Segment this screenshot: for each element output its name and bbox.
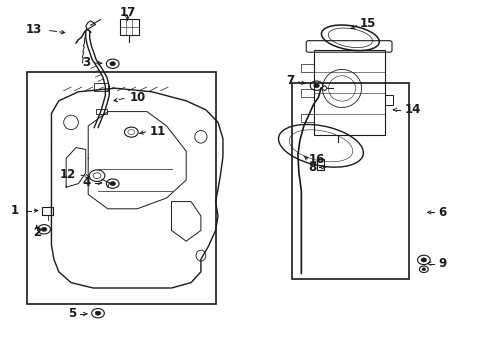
Text: 3: 3: [82, 57, 91, 69]
Bar: [96, 109, 107, 114]
Text: 10: 10: [130, 91, 146, 104]
Text: 16: 16: [309, 153, 325, 166]
Bar: [385, 95, 393, 105]
Text: 2: 2: [33, 226, 41, 239]
Text: 1: 1: [10, 204, 19, 217]
Circle shape: [41, 227, 47, 231]
Bar: [42, 207, 53, 215]
Bar: [120, 19, 139, 35]
Bar: [94, 83, 108, 91]
Text: 15: 15: [360, 17, 376, 30]
Bar: [317, 159, 324, 170]
Circle shape: [422, 268, 426, 271]
Circle shape: [110, 62, 116, 66]
Text: 4: 4: [82, 176, 91, 189]
Text: 12: 12: [60, 168, 76, 181]
Bar: [314, 50, 385, 135]
Circle shape: [110, 181, 116, 186]
Text: 9: 9: [439, 257, 447, 270]
Text: 13: 13: [25, 23, 42, 36]
Text: 11: 11: [149, 125, 166, 138]
Text: 6: 6: [439, 206, 447, 219]
Text: 14: 14: [404, 103, 420, 116]
Bar: [301, 64, 314, 72]
Circle shape: [95, 311, 101, 315]
Text: 5: 5: [68, 307, 76, 320]
Bar: [301, 89, 314, 97]
Text: 7: 7: [286, 75, 294, 87]
Circle shape: [421, 258, 427, 262]
Bar: [292, 83, 409, 279]
Bar: [27, 72, 216, 304]
Text: 17: 17: [119, 6, 136, 19]
Bar: [301, 114, 314, 122]
Text: 8: 8: [308, 161, 316, 174]
Circle shape: [314, 84, 319, 88]
